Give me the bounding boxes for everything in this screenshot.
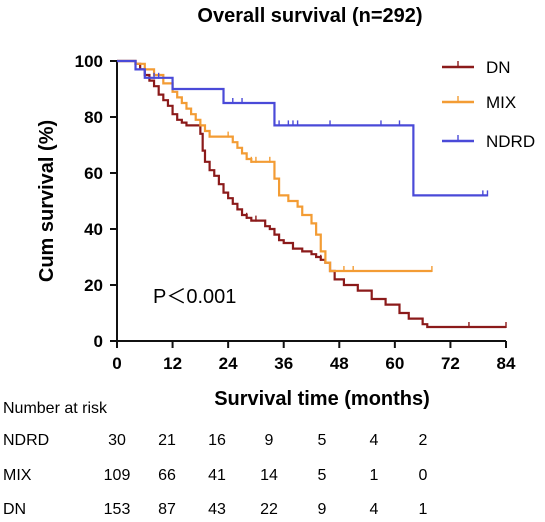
- series-dn: [117, 59, 507, 329]
- risk-count: 14: [260, 467, 278, 484]
- y-tick-label: 0: [94, 332, 103, 351]
- y-axis-label: Cum survival (%): [36, 120, 58, 282]
- risk-count: 87: [158, 501, 176, 518]
- x-tick-label: 48: [330, 354, 349, 373]
- legend-label-ndrd: NDRD: [486, 132, 535, 151]
- risk-count: 5: [318, 467, 327, 484]
- risk-row-label-dn: DN: [3, 501, 26, 518]
- risk-count: 30: [108, 432, 126, 449]
- y-tick-label: 20: [84, 276, 103, 295]
- x-tick-label: 60: [385, 354, 404, 373]
- y-tick-label: 60: [84, 164, 103, 183]
- risk-count: 4: [370, 432, 379, 449]
- risk-count: 1: [370, 467, 379, 484]
- risk-table-heading: Number at risk: [3, 400, 108, 417]
- risk-count: 0: [419, 467, 428, 484]
- risk-count: 1: [419, 501, 428, 518]
- x-tick-label: 84: [497, 354, 516, 373]
- risk-count: 9: [265, 432, 274, 449]
- risk-count: 41: [208, 467, 226, 484]
- risk-count: 4: [370, 501, 379, 518]
- x-axis-label: Survival time (months): [214, 388, 430, 410]
- survival-curve-dn: [117, 59, 506, 329]
- risk-count: 43: [208, 501, 226, 518]
- x-tick-label: 24: [219, 354, 238, 373]
- survival-curve-mix: [117, 59, 432, 273]
- y-tick-label: 40: [84, 220, 103, 239]
- risk-count: 21: [158, 432, 176, 449]
- y-tick-label: 100: [75, 52, 103, 71]
- x-tick-label: 0: [112, 354, 121, 373]
- y-tick-label: 80: [84, 108, 103, 127]
- x-tick-label: 36: [274, 354, 293, 373]
- risk-count: 153: [104, 501, 131, 518]
- series-ndrd: [117, 59, 489, 197]
- series-mix: [117, 59, 433, 273]
- x-tick-label: 72: [441, 354, 460, 373]
- survival-curve-ndrd: [117, 59, 488, 197]
- p-value-annotation: P＜0.001: [153, 286, 236, 308]
- risk-count: 2: [419, 432, 428, 449]
- risk-count: 66: [158, 467, 176, 484]
- legend-label-mix: MIX: [486, 93, 516, 112]
- risk-count: 22: [260, 501, 278, 518]
- risk-count: 9: [318, 501, 327, 518]
- x-tick-label: 12: [163, 354, 182, 373]
- risk-count: 5: [318, 432, 327, 449]
- legend-label-dn: DN: [486, 58, 511, 77]
- risk-count: 109: [104, 467, 131, 484]
- risk-count: 16: [208, 432, 226, 449]
- risk-row-label-mix: MIX: [3, 467, 32, 484]
- risk-row-label-ndrd: NDRD: [3, 432, 49, 449]
- chart-title: Overall survival (n=292): [197, 5, 422, 27]
